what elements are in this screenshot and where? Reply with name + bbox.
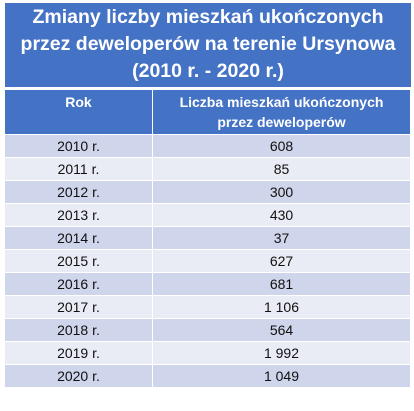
table-title-line-3: (2010 r. - 2020 r.) xyxy=(132,60,284,82)
cell-count: 681 xyxy=(152,272,411,296)
cell-year: 2011 r. xyxy=(5,157,153,181)
cell-count: 1 992 xyxy=(152,341,411,365)
header-count-line-2: przez deweloperów xyxy=(217,114,346,130)
table-row: 2018 r. 564 xyxy=(5,318,411,342)
cell-year: 2012 r. xyxy=(5,180,153,204)
cell-year: 2017 r. xyxy=(5,295,153,319)
data-table-container: Zmiany liczby mieszkań ukończonych przez… xyxy=(5,3,411,388)
cell-count: 85 xyxy=(152,157,411,181)
cell-count: 1 106 xyxy=(152,295,411,319)
table-title: Zmiany liczby mieszkań ukończonych przez… xyxy=(5,3,411,90)
header-count: Liczba mieszkań ukończonych przez dewelo… xyxy=(152,90,411,135)
cell-year: 2013 r. xyxy=(5,203,153,227)
cell-year: 2019 r. xyxy=(5,341,153,365)
table-row: 2020 r. 1 049 xyxy=(5,364,411,388)
cell-year: 2016 r. xyxy=(5,272,153,296)
cell-year: 2015 r. xyxy=(5,249,153,273)
table-title-line-1: Zmiany liczby mieszkań ukończonych xyxy=(32,6,384,28)
cell-count: 1 049 xyxy=(152,364,411,388)
table-header-row: Rok Liczba mieszkań ukończonych przez de… xyxy=(5,90,411,135)
table-row: 2016 r. 681 xyxy=(5,272,411,296)
header-count-line-1: Liczba mieszkań ukończonych xyxy=(179,94,384,110)
table-row: 2015 r. 627 xyxy=(5,249,411,273)
table-row: 2011 r. 85 xyxy=(5,157,411,181)
table-body: 2010 r. 608 2011 r. 85 2012 r. 300 2013 r. 430 2… xyxy=(5,134,411,388)
cell-year: 2014 r. xyxy=(5,226,153,250)
cell-year: 2010 r. xyxy=(5,134,153,158)
table-title-line-2: przez deweloperów na terenie Ursynowa xyxy=(20,33,396,55)
table-row: 2014 r. 37 xyxy=(5,226,411,250)
apartments-table: Rok Liczba mieszkań ukończonych przez de… xyxy=(5,90,411,388)
cell-year: 2020 r. xyxy=(5,364,153,388)
cell-count: 300 xyxy=(152,180,411,204)
table-row: 2017 r. 1 106 xyxy=(5,295,411,319)
cell-count: 37 xyxy=(152,226,411,250)
cell-count: 627 xyxy=(152,249,411,273)
cell-count: 430 xyxy=(152,203,411,227)
cell-count: 608 xyxy=(152,134,411,158)
table-row: 2019 r. 1 992 xyxy=(5,341,411,365)
table-row: 2013 r. 430 xyxy=(5,203,411,227)
cell-count: 564 xyxy=(152,318,411,342)
header-year: Rok xyxy=(5,90,153,135)
cell-year: 2018 r. xyxy=(5,318,153,342)
table-row: 2010 r. 608 xyxy=(5,134,411,158)
table-row: 2012 r. 300 xyxy=(5,180,411,204)
